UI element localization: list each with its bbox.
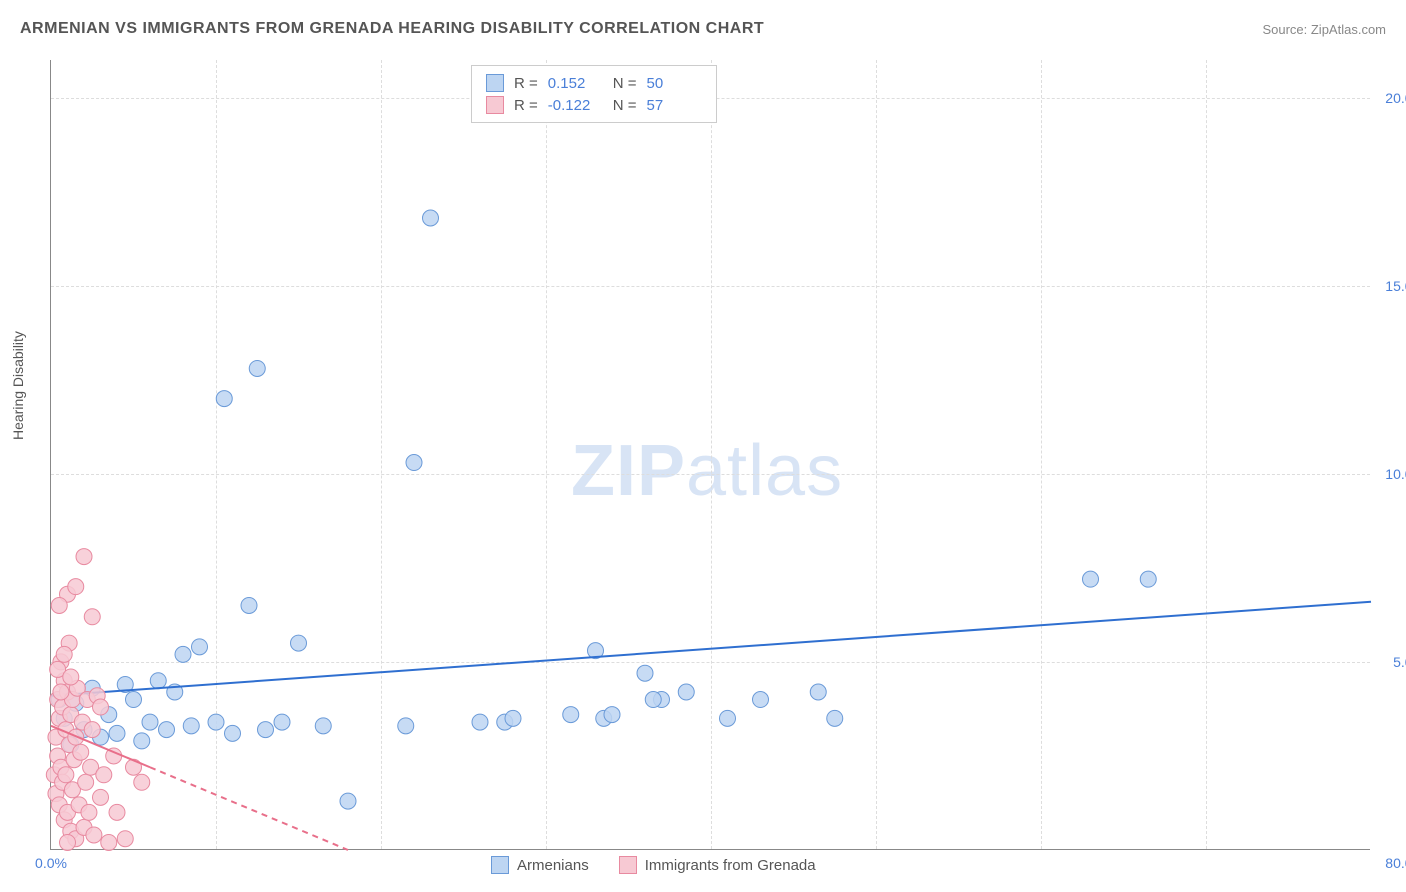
scatter-point [60,834,76,850]
scatter-point [225,725,241,741]
scatter-point [84,722,100,738]
scatter-point [126,692,142,708]
scatter-point [1140,571,1156,587]
scatter-point [68,579,84,595]
legend-bottom-label-1: Immigrants from Grenada [645,857,816,874]
scatter-point [645,692,661,708]
trend-line-dashed [150,767,348,850]
scatter-point [340,793,356,809]
scatter-point [117,831,133,847]
scatter-point [810,684,826,700]
stat-n-label-1: N = [613,97,637,114]
x-tick-label: 0.0% [35,855,67,871]
plot-area: ZIPatlas R = 0.152 N = 50 R = -0.122 N =… [50,60,1370,850]
scatter-point [1083,571,1099,587]
scatter-point [159,722,175,738]
x-tick-label-right: 80.0% [1385,855,1406,871]
legend-swatch-1 [486,96,504,114]
scatter-point [472,714,488,730]
scatter-point [150,673,166,689]
scatter-point [109,725,125,741]
scatter-point [81,804,97,820]
scatter-point [93,789,109,805]
scatter-point [53,684,69,700]
legend-item-1: Immigrants from Grenada [619,856,816,874]
legend-stats-row-1: R = -0.122 N = 57 [486,94,702,116]
scatter-point [563,707,579,723]
scatter-point [249,360,265,376]
legend-bottom-swatch-1 [619,856,637,874]
stat-n-val-0: 50 [647,75,702,92]
scatter-point [63,669,79,685]
y-tick-label: 15.0% [1375,278,1406,294]
legend-swatch-0 [486,74,504,92]
legend-bottom-swatch-0 [491,856,509,874]
scatter-point [84,609,100,625]
chart-svg [51,60,1370,849]
scatter-point [142,714,158,730]
stat-r-label-0: R = [514,75,538,92]
scatter-point [216,391,232,407]
scatter-point [315,718,331,734]
scatter-point [827,710,843,726]
scatter-point [192,639,208,655]
legend-item-0: Armenians [491,856,589,874]
stat-n-val-1: 57 [647,97,702,114]
scatter-point [423,210,439,226]
scatter-point [78,774,94,790]
scatter-point [73,744,89,760]
stat-r-label-1: R = [514,97,538,114]
source-attribution: Source: ZipAtlas.com [1262,22,1386,37]
scatter-point [406,455,422,471]
stat-n-label-0: N = [613,75,637,92]
scatter-point [109,804,125,820]
scatter-point [505,710,521,726]
y-axis-label: Hearing Disability [10,331,26,440]
trend-line [51,602,1371,696]
scatter-point [241,597,257,613]
scatter-point [58,767,74,783]
scatter-point [51,597,67,613]
scatter-point [637,665,653,681]
legend-stats-box: R = 0.152 N = 50 R = -0.122 N = 57 [471,65,717,123]
scatter-point [398,718,414,734]
legend-bottom: Armenians Immigrants from Grenada [491,856,816,874]
scatter-point [96,767,112,783]
stat-r-val-0: 0.152 [548,75,603,92]
stat-r-val-1: -0.122 [548,97,603,114]
scatter-point [291,635,307,651]
scatter-point [208,714,224,730]
y-tick-label: 20.0% [1375,90,1406,106]
scatter-point [86,827,102,843]
scatter-point [76,549,92,565]
scatter-point [753,692,769,708]
scatter-point [175,646,191,662]
scatter-point [720,710,736,726]
scatter-point [101,834,117,850]
y-tick-label: 10.0% [1375,466,1406,482]
scatter-point [183,718,199,734]
scatter-point [604,707,620,723]
y-tick-label: 5.0% [1375,654,1406,670]
scatter-point [134,733,150,749]
scatter-point [134,774,150,790]
chart-title: ARMENIAN VS IMMIGRANTS FROM GRENADA HEAR… [20,20,764,38]
scatter-point [274,714,290,730]
scatter-point [678,684,694,700]
scatter-point [56,646,72,662]
scatter-point [93,699,109,715]
legend-stats-row-0: R = 0.152 N = 50 [486,72,702,94]
legend-bottom-label-0: Armenians [517,857,589,874]
scatter-point [258,722,274,738]
